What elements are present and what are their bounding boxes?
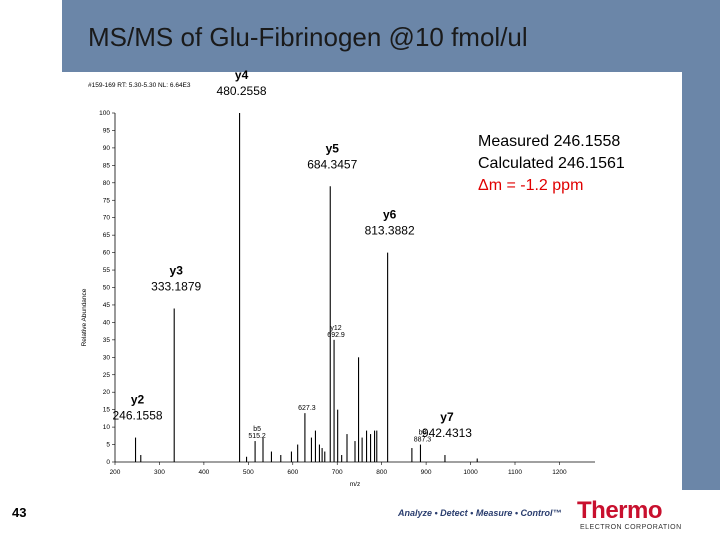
ion-label: y6 (383, 208, 397, 222)
y-tick-label: 15 (103, 407, 111, 414)
y-tick-label: 20 (103, 389, 111, 396)
ion-label: y2 (131, 393, 145, 407)
y-tick-label: 65 (103, 232, 111, 239)
calculated-mass: Calculated 246.1561 (478, 155, 625, 172)
x-axis-title: m/z (350, 481, 360, 488)
peak-label: y12 (330, 325, 341, 332)
peak-label: b5 (253, 426, 261, 433)
thermo-logo-subtext: ELECTRON CORPORATION (580, 524, 682, 531)
y-axis-title: Relative Abundance (81, 288, 88, 346)
y-tick-label: 100 (99, 110, 110, 117)
x-tick-label: 1200 (552, 469, 567, 476)
ion-annotations: y4 480.2558 y5 684.3457 y6 813.3882 y3 333.1879… (113, 68, 473, 440)
y-tick-label: 10 (103, 424, 111, 431)
y-tick-label: 70 (103, 215, 111, 222)
y-tick-label: 25 (103, 372, 111, 379)
peak-label: 887.3 (414, 437, 432, 444)
x-tick-label: 700 (332, 469, 343, 476)
mass-accuracy-box: Measured 246.1558 Calculated 246.1561 Δm =… (478, 133, 625, 194)
y-tick-label: 50 (103, 285, 111, 292)
right-accent-bar (682, 72, 720, 490)
x-tick-label: 200 (110, 469, 121, 476)
ion-label: y5 (326, 141, 340, 155)
y-tick-label: 75 (103, 197, 111, 204)
ion-label: y4 (235, 68, 249, 82)
y-tick-label: 95 (103, 127, 111, 134)
y-tick-label: 35 (103, 337, 111, 344)
y-tick-label: 5 (106, 442, 110, 449)
mass-error: Δm = -1.2 ppm (478, 177, 583, 194)
company-tagline: Analyze • Detect • Measure • Control™ (398, 508, 562, 518)
y-tick-label: 30 (103, 354, 111, 361)
x-tick-label: 1100 (508, 469, 522, 476)
ion-mass-value: 480.2558 (217, 84, 267, 98)
y-tick-label: 80 (103, 180, 111, 187)
y-tick-label: 40 (103, 319, 111, 326)
scan-header: #159-169 RT: 5.30-5.30 NL: 6.64E3 (88, 82, 191, 89)
y-tick-label: 90 (103, 145, 111, 152)
slide-title: MS/MS of Glu-Fibrinogen @10 fmol/ul (88, 22, 528, 52)
spectrum-peaks (134, 113, 478, 462)
x-tick-label: 400 (198, 469, 209, 476)
x-tick-label: 600 (287, 469, 298, 476)
peak-label: b8 (419, 430, 427, 437)
x-tick-label: 1000 (463, 469, 478, 476)
ion-label: y3 (170, 263, 184, 277)
slide-number: 43 (12, 505, 27, 520)
measured-mass: Measured 246.1558 (478, 133, 620, 150)
x-tick-label: 500 (243, 469, 254, 476)
header-band (62, 0, 720, 72)
peak-label: 692.9 (327, 332, 345, 339)
y-tick-label: 55 (103, 267, 111, 274)
ion-mass-value: 246.1558 (113, 409, 163, 423)
x-tick-label: 900 (421, 469, 432, 476)
y-tick-label: 60 (103, 250, 111, 257)
thermo-logo: Thermo (577, 497, 663, 524)
x-tick-label: 300 (154, 469, 165, 476)
y-tick-label: 0 (106, 459, 110, 466)
ion-mass-value: 813.3882 (365, 224, 415, 238)
y-tick-label: 45 (103, 302, 111, 309)
x-tick-label: 800 (376, 469, 387, 476)
ion-label: y7 (440, 410, 454, 424)
ion-mass-value: 942.4313 (422, 426, 472, 440)
peak-label: 627.3 (298, 405, 316, 412)
ion-mass-value: 684.3457 (307, 157, 357, 171)
ion-mass-value: 333.1879 (151, 279, 201, 293)
left-margin (0, 0, 62, 540)
y-tick-label: 85 (103, 162, 111, 169)
peak-label: 515.2 (248, 433, 266, 440)
